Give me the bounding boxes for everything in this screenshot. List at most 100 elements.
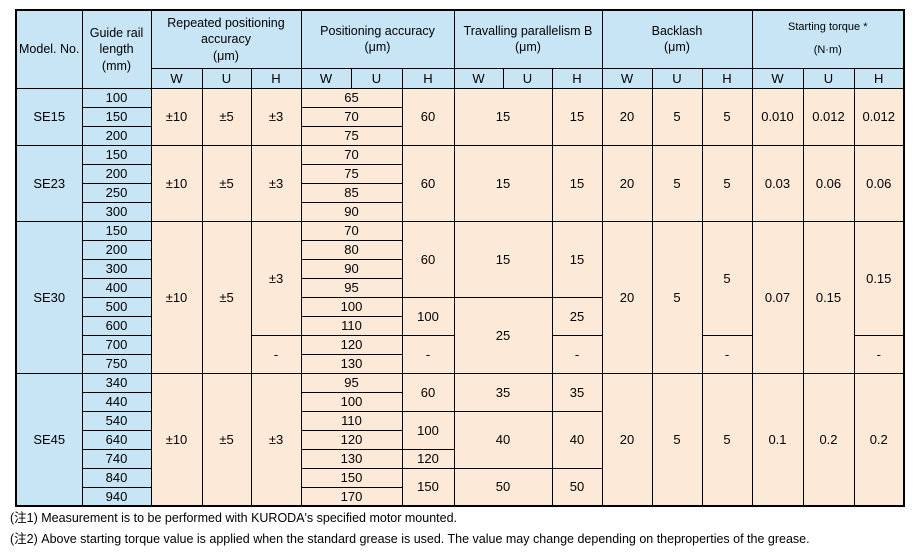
trav-h-cell: 40: [551, 410, 603, 469]
back-h-cell: 5: [701, 144, 753, 222]
back-h-cell: -: [701, 334, 753, 374]
header-guide-rail-length: Guide rail length (mm): [81, 9, 152, 89]
pos-h-cell: 60: [401, 372, 455, 412]
subheader-u: U: [651, 67, 703, 89]
back-w-cell: 20: [601, 87, 653, 146]
pos-h-cell: 100: [401, 410, 455, 450]
spec-table-wrapper: Model. No. Guide rail length (mm) Repeat…: [15, 9, 905, 507]
length-cell: 150: [81, 220, 152, 241]
pos-wu-cell: 95: [300, 277, 403, 298]
trav-wu-cell: 15: [453, 220, 553, 298]
table-row: SE30 150 ±10 ±5 ±3 70 60 15 15 20 5 5 0.…: [15, 220, 905, 374]
back-u-cell: 5: [651, 87, 703, 146]
subheader-h: H: [701, 67, 753, 89]
pos-wu-cell: 80: [300, 239, 403, 260]
length-cell: 500: [81, 296, 152, 317]
rep-u-cell: ±5: [201, 372, 252, 507]
pos-wu-cell: 150: [300, 467, 403, 488]
pos-wu-cell: 95: [300, 372, 403, 393]
torq-h-cell: 0.2: [853, 372, 905, 507]
note-2: (注2) Above starting torque value is appl…: [10, 532, 810, 546]
pos-wu-cell: 75: [300, 125, 403, 146]
torq-u-cell: 0.2: [802, 372, 855, 507]
rep-w-cell: ±10: [150, 372, 203, 507]
table-row: 300 90: [16, 201, 904, 222]
trav-wu-cell: 15: [453, 87, 553, 146]
pos-wu-cell: 70: [300, 106, 403, 127]
subheader-w: W: [453, 67, 504, 89]
trav-wu-cell: 15: [453, 144, 553, 222]
pos-wu-cell: 75: [300, 163, 403, 184]
table-row: 700 - 120 - - - -: [16, 334, 905, 374]
trav-h-cell: 50: [551, 467, 603, 507]
table-row: 600 110: [16, 315, 904, 336]
pos-wu-cell: 110: [300, 410, 403, 431]
length-cell: 200: [81, 239, 152, 260]
length-cell: 340: [81, 372, 152, 393]
back-w-cell: 20: [601, 144, 653, 222]
length-cell: 100: [81, 87, 152, 108]
model-cell: SE45: [15, 372, 83, 507]
subheader-w: W: [150, 67, 203, 89]
subheader-u: U: [802, 67, 855, 89]
subheader-w: W: [751, 67, 804, 89]
pos-wu-cell: 90: [300, 201, 403, 222]
torq-u-cell: 0.012: [802, 87, 855, 146]
footnotes: (注1) Measurement is to be performed with…: [10, 508, 910, 550]
header-starting-torque: Starting torque * (N·m): [751, 9, 905, 69]
pos-h-cell: 60: [401, 220, 455, 298]
trav-h-cell: 15: [551, 220, 603, 298]
pos-wu-cell: 100: [300, 391, 403, 412]
subheader-h: H: [401, 67, 455, 89]
pos-wu-cell: 130: [300, 353, 403, 374]
pos-wu-cell: 90: [300, 258, 403, 279]
back-h-cell: 5: [701, 372, 753, 507]
table-row: 200 80: [16, 239, 904, 260]
table-row: 740 130 120: [16, 448, 904, 469]
rep-h-cell: -: [250, 334, 302, 374]
subheader-w: W: [601, 67, 653, 89]
table-row: 640 120: [16, 429, 904, 450]
pos-h-cell: 120: [401, 448, 455, 469]
back-w-cell: 20: [601, 220, 653, 374]
torq-w-cell: 0.03: [751, 144, 804, 222]
torq-w-cell: 0.1: [751, 372, 804, 507]
length-cell: 840: [81, 467, 152, 488]
table-row: 300 90: [16, 258, 904, 279]
pos-wu-cell: 130: [300, 448, 403, 469]
length-cell: 440: [81, 391, 152, 412]
pos-h-cell: -: [401, 334, 455, 374]
table-row: 940 170: [16, 486, 904, 507]
trav-wu-cell: 35: [453, 372, 553, 412]
pos-wu-cell: 70: [300, 144, 403, 165]
length-cell: 940: [81, 486, 152, 507]
trav-wu-cell: 50: [453, 467, 553, 507]
subheader-h: H: [551, 67, 603, 89]
torq-h-cell: -: [853, 334, 905, 374]
model-cell: SE15: [15, 87, 83, 146]
rep-h-cell: ±3: [250, 144, 302, 222]
table-row: 540 110 100 40 40: [16, 410, 904, 469]
length-cell: 200: [81, 163, 152, 184]
header-sub-row: W U H W U H W U H W U H W U H: [16, 67, 905, 89]
table-row: SE15 100 ±10 ±5 ±3 65 60 15 15 20 5 5 0.…: [15, 87, 905, 146]
rep-u-cell: ±5: [201, 87, 252, 146]
pos-wu-cell: 120: [300, 429, 403, 450]
pos-wu-cell: 70: [300, 220, 403, 241]
model-cell: SE23: [15, 144, 83, 222]
subheader-w: W: [300, 67, 352, 89]
length-cell: 700: [81, 334, 152, 355]
pos-wu-cell: 120: [300, 334, 403, 355]
trav-h-cell: -: [551, 334, 603, 374]
pos-wu-cell: 85: [300, 182, 403, 203]
trav-wu-cell: 25: [453, 296, 553, 374]
pos-h-cell: 60: [401, 87, 455, 146]
table-row: 440 100: [16, 391, 904, 412]
torq-w-cell: 0.07: [751, 220, 804, 374]
rep-w-cell: ±10: [150, 144, 203, 222]
rep-h-cell: ±3: [250, 87, 302, 146]
length-cell: 150: [81, 106, 152, 127]
rep-u-cell: ±5: [201, 144, 252, 222]
model-cell: SE30: [15, 220, 83, 374]
back-h-cell: 5: [701, 220, 753, 336]
